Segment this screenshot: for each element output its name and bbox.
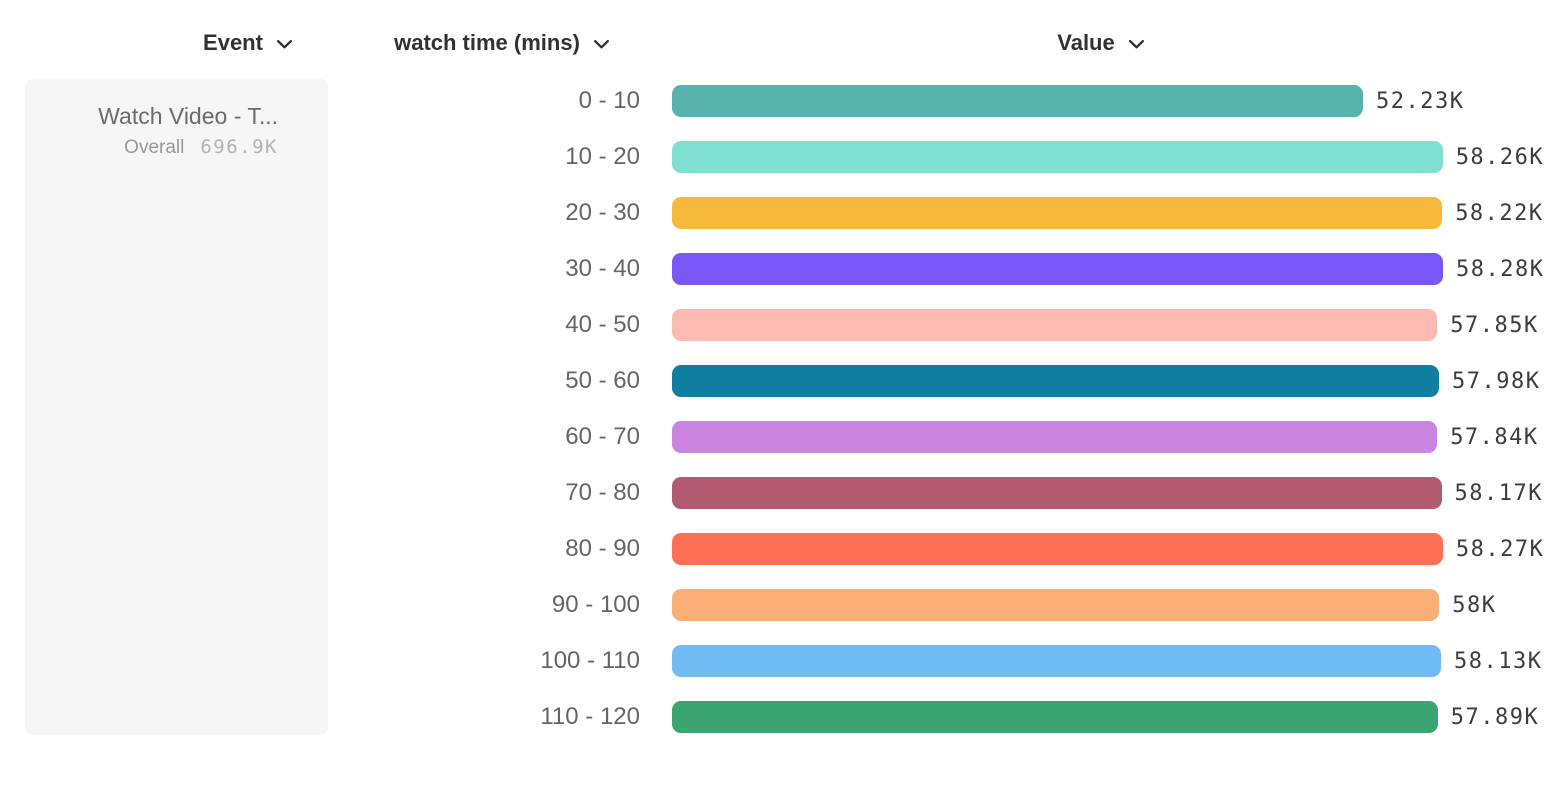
bucket-label: 50 - 60 [565, 367, 640, 394]
bar-value-label: 58.13K [1454, 648, 1543, 674]
bar[interactable] [672, 365, 1439, 397]
breakdown-column-header[interactable]: watch time (mins) [342, 26, 662, 60]
bar-row: 110 - 120 57.89K [340, 689, 1568, 745]
chevron-down-icon [1128, 40, 1144, 49]
bucket-label: 110 - 120 [540, 703, 640, 730]
event-column-label: Event [203, 30, 263, 55]
bar-value-label: 58.17K [1454, 480, 1543, 506]
bar-rows: 0 - 10 52.23K 10 - 20 58.26K 20 - 30 58.… [340, 73, 1568, 745]
bar-row: 0 - 10 52.23K [340, 73, 1568, 129]
bar[interactable] [672, 253, 1443, 285]
bar-row: 80 - 90 58.27K [340, 521, 1568, 577]
bar-row: 90 - 100 58K [340, 577, 1568, 633]
bar[interactable] [672, 309, 1438, 341]
bar-row: 100 - 110 58.13K [340, 633, 1568, 689]
chevron-down-icon [276, 40, 292, 49]
bucket-label: 30 - 40 [565, 255, 640, 282]
bar-row: 20 - 30 58.22K [340, 185, 1568, 241]
bar[interactable] [672, 421, 1438, 453]
value-column-header[interactable]: Value [1001, 26, 1201, 60]
bar-row: 70 - 80 58.17K [340, 465, 1568, 521]
bar[interactable] [672, 197, 1443, 229]
bar[interactable] [672, 477, 1442, 509]
bar-value-label: 58.28K [1456, 256, 1545, 282]
event-name[interactable]: Watch Video - T... [98, 103, 278, 129]
bucket-label: 40 - 50 [565, 311, 640, 338]
bar-value-label: 58.22K [1455, 200, 1544, 226]
bar[interactable] [672, 85, 1363, 117]
bar-row: 40 - 50 57.85K [340, 297, 1568, 353]
bar-value-label: 58.26K [1455, 144, 1545, 170]
bar-value-label: 58.27K [1455, 536, 1545, 562]
bar-value-label: 57.98K [1452, 368, 1541, 394]
overall-value: 696.9K [200, 136, 278, 158]
overall-row: Overall 696.9K [25, 136, 278, 159]
bar-row: 30 - 40 58.28K [340, 241, 1568, 297]
bar-value-label: 58K [1452, 592, 1497, 618]
breakdown-column-label: watch time (mins) [394, 30, 580, 55]
bucket-label: 70 - 80 [565, 479, 640, 506]
bar[interactable] [672, 533, 1443, 565]
bucket-label: 80 - 90 [565, 535, 640, 562]
bar[interactable] [672, 701, 1438, 733]
bar-row: 50 - 60 57.98K [340, 353, 1568, 409]
bucket-label: 100 - 110 [540, 647, 640, 674]
bucket-label: 90 - 100 [551, 591, 640, 618]
bar-value-label: 57.84K [1450, 424, 1539, 450]
value-column-label: Value [1057, 30, 1115, 55]
bar-value-label: 57.89K [1450, 704, 1540, 730]
bar-row: 10 - 20 58.26K [340, 129, 1568, 185]
bar[interactable] [672, 645, 1441, 677]
chevron-down-icon [593, 40, 609, 49]
bar-value-label: 52.23K [1376, 88, 1465, 114]
bucket-label: 20 - 30 [565, 199, 640, 226]
bucket-label: 60 - 70 [565, 423, 640, 450]
bar[interactable] [672, 141, 1443, 173]
bar[interactable] [672, 589, 1440, 621]
event-panel: Watch Video - T... Overall 696.9K [25, 79, 328, 735]
overall-label: Overall [124, 137, 185, 158]
bar-row: 60 - 70 57.84K [340, 409, 1568, 465]
event-column-header[interactable]: Event [148, 26, 348, 60]
bucket-label: 10 - 20 [565, 143, 640, 170]
bucket-label: 0 - 10 [578, 87, 640, 114]
bar-value-label: 57.85K [1450, 312, 1539, 338]
